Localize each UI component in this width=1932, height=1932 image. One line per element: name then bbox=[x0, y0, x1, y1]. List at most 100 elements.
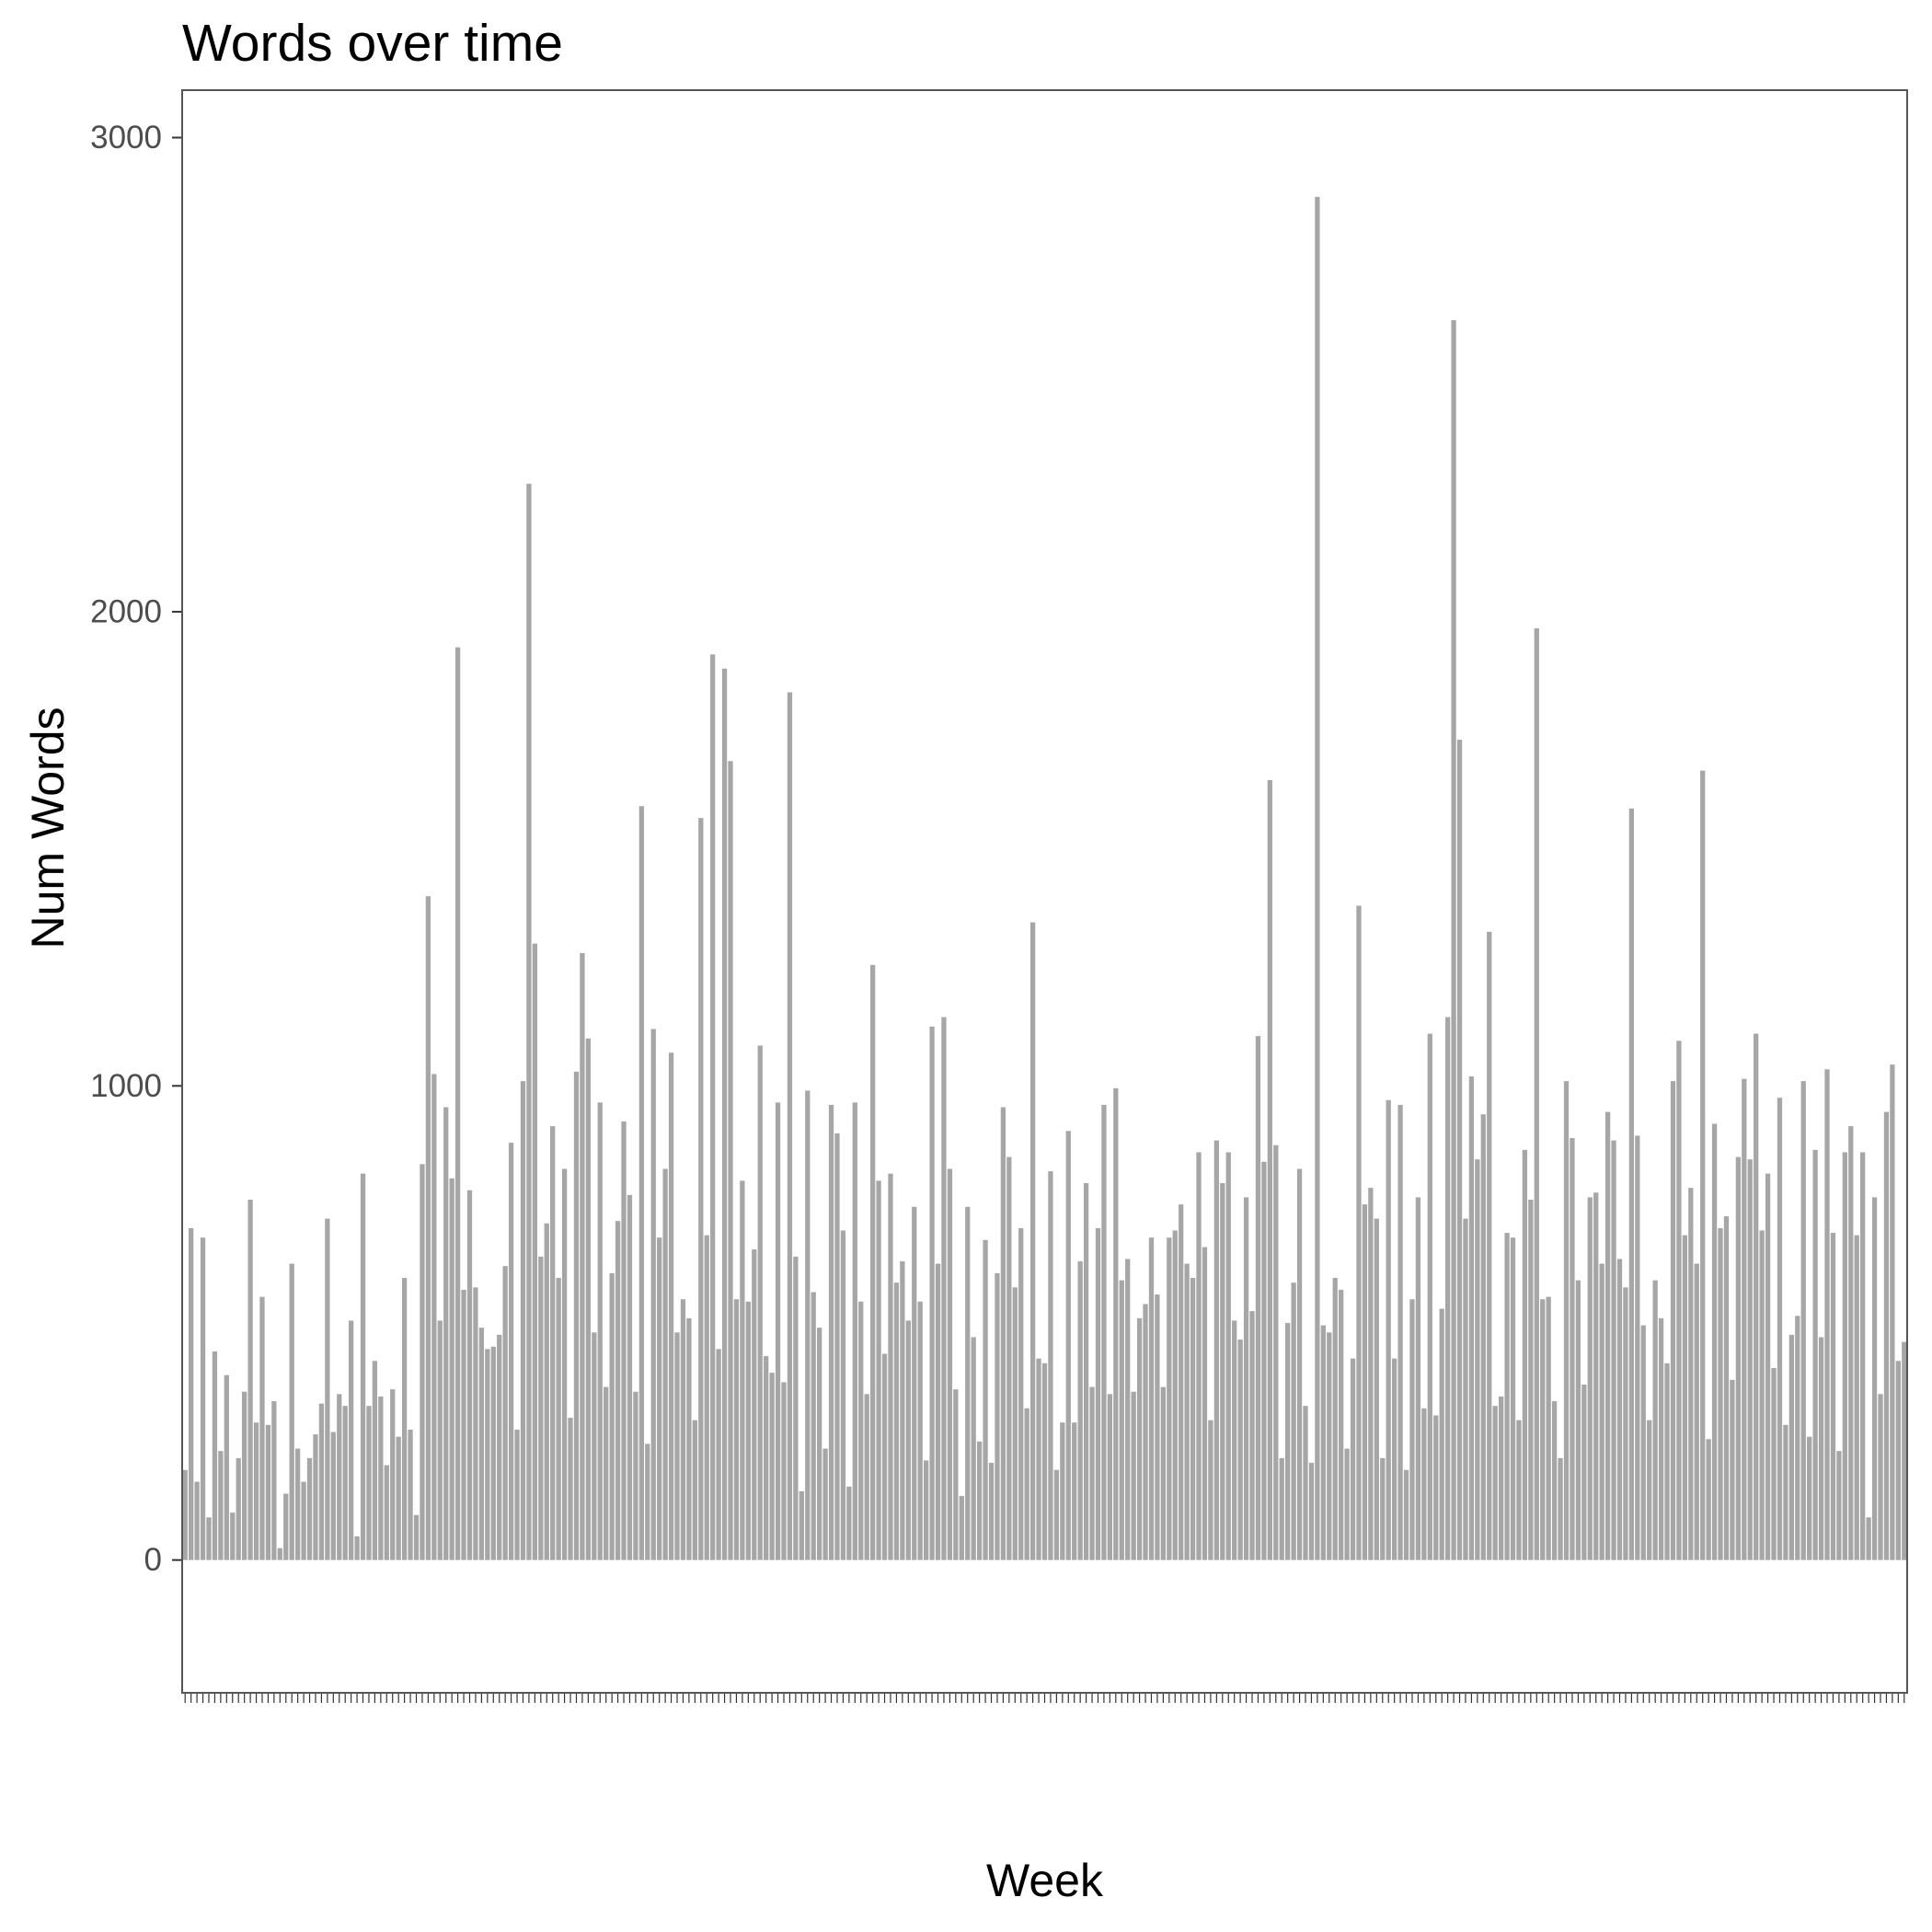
bar bbox=[1694, 1263, 1699, 1560]
bar bbox=[888, 1173, 893, 1560]
bar bbox=[752, 1249, 757, 1560]
bar bbox=[1255, 1036, 1261, 1560]
bar bbox=[1682, 1235, 1688, 1560]
bar bbox=[1718, 1227, 1723, 1560]
bar bbox=[425, 896, 431, 1560]
bar bbox=[1706, 1439, 1711, 1560]
bar bbox=[828, 1104, 834, 1560]
bar bbox=[1836, 1451, 1842, 1560]
bar bbox=[1563, 1081, 1570, 1560]
bar bbox=[893, 1282, 900, 1560]
bar bbox=[497, 1334, 502, 1560]
bar bbox=[1077, 1261, 1083, 1560]
bar bbox=[983, 1239, 988, 1560]
bar bbox=[283, 1493, 289, 1560]
bar bbox=[1604, 1111, 1611, 1560]
bar bbox=[799, 1490, 804, 1560]
bar bbox=[971, 1337, 976, 1560]
bar bbox=[1878, 1394, 1883, 1560]
bar bbox=[1267, 779, 1272, 1560]
bar bbox=[1824, 1069, 1830, 1560]
bar bbox=[805, 1090, 811, 1560]
bar bbox=[1392, 1358, 1397, 1560]
bar bbox=[917, 1301, 923, 1560]
bar bbox=[306, 1457, 313, 1560]
bar bbox=[271, 1401, 277, 1560]
bar bbox=[905, 1320, 911, 1560]
bar bbox=[965, 1206, 971, 1560]
bar bbox=[242, 1391, 247, 1560]
bar bbox=[1208, 1420, 1213, 1560]
bar bbox=[330, 1432, 336, 1560]
bar bbox=[1456, 740, 1463, 1560]
bar bbox=[787, 692, 793, 1560]
bar bbox=[852, 1102, 857, 1560]
bar bbox=[1463, 1218, 1468, 1560]
bar bbox=[1747, 1159, 1753, 1560]
bar bbox=[1332, 1278, 1338, 1560]
bar bbox=[1812, 1149, 1818, 1560]
bar bbox=[662, 1168, 668, 1560]
bar bbox=[1795, 1316, 1800, 1560]
bar bbox=[1647, 1420, 1652, 1560]
bar bbox=[1771, 1367, 1777, 1560]
bar bbox=[253, 1422, 259, 1560]
bar bbox=[1866, 1517, 1871, 1560]
bar bbox=[301, 1481, 306, 1560]
bar bbox=[1148, 1237, 1155, 1560]
bar bbox=[236, 1457, 241, 1560]
bar bbox=[1427, 1033, 1432, 1560]
bar bbox=[277, 1547, 282, 1560]
bar bbox=[912, 1206, 917, 1560]
bar bbox=[580, 953, 585, 1560]
bar bbox=[1315, 196, 1320, 1560]
x-axis bbox=[184, 1693, 1905, 1703]
bar bbox=[721, 668, 728, 1560]
bar bbox=[1368, 1188, 1374, 1560]
bar bbox=[1225, 1152, 1231, 1560]
bar bbox=[1754, 1033, 1759, 1560]
bar bbox=[532, 943, 538, 1560]
bar bbox=[514, 1429, 520, 1560]
bar bbox=[189, 1227, 194, 1560]
bar bbox=[645, 1443, 650, 1560]
bar bbox=[1475, 1159, 1480, 1560]
bar bbox=[1184, 1263, 1190, 1560]
bar bbox=[1374, 1218, 1379, 1560]
bar bbox=[1273, 1144, 1279, 1560]
bar bbox=[1243, 1197, 1249, 1560]
bar bbox=[1339, 1289, 1344, 1560]
bar bbox=[378, 1396, 384, 1560]
bar bbox=[1468, 1076, 1475, 1560]
bar bbox=[1688, 1188, 1694, 1560]
bar bbox=[1652, 1280, 1658, 1560]
bar bbox=[1498, 1396, 1504, 1560]
bar bbox=[1327, 1332, 1332, 1560]
bar bbox=[929, 1026, 935, 1560]
bar bbox=[1522, 1149, 1528, 1560]
bar bbox=[573, 1071, 580, 1560]
bar bbox=[674, 1332, 680, 1560]
bar bbox=[449, 1178, 454, 1560]
bar bbox=[604, 1386, 609, 1560]
bar bbox=[420, 1164, 425, 1560]
bar bbox=[657, 1237, 662, 1560]
bar bbox=[817, 1328, 822, 1560]
bar bbox=[544, 1223, 549, 1560]
bar bbox=[692, 1420, 697, 1560]
bar bbox=[728, 761, 733, 1560]
bar bbox=[206, 1517, 212, 1560]
bar bbox=[585, 1038, 591, 1560]
bar bbox=[1735, 1156, 1741, 1560]
bar bbox=[318, 1403, 325, 1560]
bar bbox=[1700, 770, 1706, 1560]
bar bbox=[627, 1194, 633, 1560]
bar bbox=[348, 1320, 354, 1560]
bar bbox=[1053, 1469, 1060, 1560]
bar bbox=[1202, 1247, 1208, 1560]
bar bbox=[1362, 1204, 1368, 1560]
bar bbox=[1504, 1233, 1510, 1560]
bar bbox=[1534, 627, 1539, 1560]
bar bbox=[1041, 1363, 1048, 1560]
